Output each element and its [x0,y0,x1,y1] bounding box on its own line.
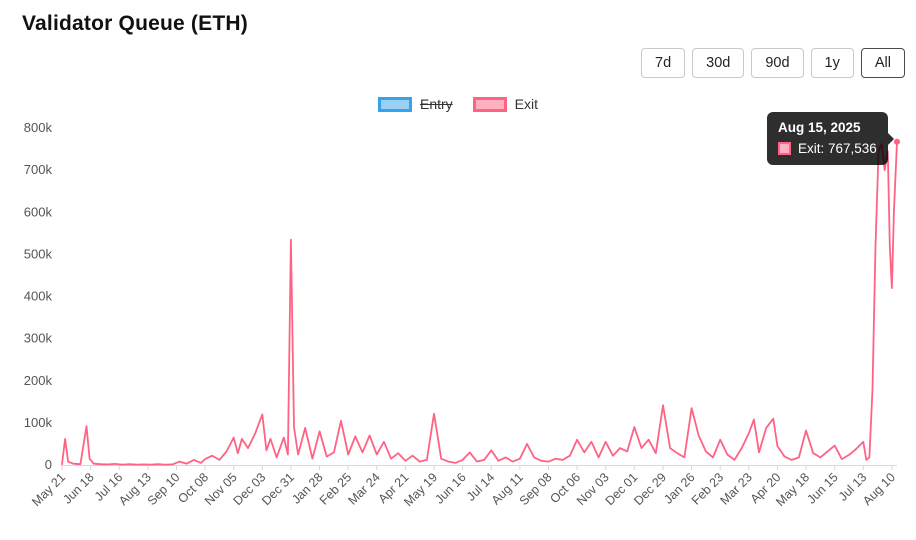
range-button-1y[interactable]: 1y [810,48,854,79]
svg-text:Mar 23: Mar 23 [718,470,755,507]
range-button-90d[interactable]: 90d [751,48,804,79]
svg-text:0: 0 [45,457,52,472]
tooltip-caret-icon [887,132,894,145]
svg-text:Sep 10: Sep 10 [145,470,183,508]
svg-text:800k: 800k [24,120,53,135]
chart-tooltip: Aug 15, 2025 Exit: 767,536 [767,112,894,165]
svg-text:Sep 08: Sep 08 [517,470,555,508]
svg-text:400k: 400k [24,289,53,304]
exit-series-swatch-icon [778,142,791,155]
svg-text:100k: 100k [24,415,53,430]
legend-label: Exit [514,96,539,112]
tooltip-row: Exit: 767,536 [778,141,877,156]
svg-text:700k: 700k [24,162,53,177]
range-button-group: 7d 30d 90d 1y All [641,48,905,79]
legend-label: Entry [419,96,453,112]
svg-text:May 21: May 21 [29,470,68,509]
chart-legend: Entry Exit [0,96,916,112]
svg-text:600k: 600k [24,204,53,219]
entry-swatch-icon [377,96,412,112]
svg-text:Aug 10: Aug 10 [860,470,898,508]
tooltip-value: Exit: 767,536 [798,141,877,156]
svg-text:Dec 29: Dec 29 [631,470,669,508]
range-button-7d[interactable]: 7d [641,48,686,79]
legend-item-exit[interactable]: Exit [472,96,539,112]
range-button-30d[interactable]: 30d [692,48,745,79]
range-button-all[interactable]: All [860,48,905,79]
svg-text:Jun 16: Jun 16 [432,470,468,506]
svg-text:Dec 31: Dec 31 [259,470,297,508]
svg-text:Mar 24: Mar 24 [345,470,382,507]
page-title: Validator Queue (ETH) [22,12,248,35]
tooltip-date: Aug 15, 2025 [778,120,861,135]
exit-swatch-icon [472,96,507,112]
svg-text:Jun 18: Jun 18 [60,470,96,506]
legend-item-entry[interactable]: Entry [377,96,453,112]
svg-text:300k: 300k [24,331,53,346]
svg-text:200k: 200k [24,373,53,388]
svg-text:500k: 500k [24,246,53,261]
svg-text:Jun 15: Jun 15 [804,470,840,506]
